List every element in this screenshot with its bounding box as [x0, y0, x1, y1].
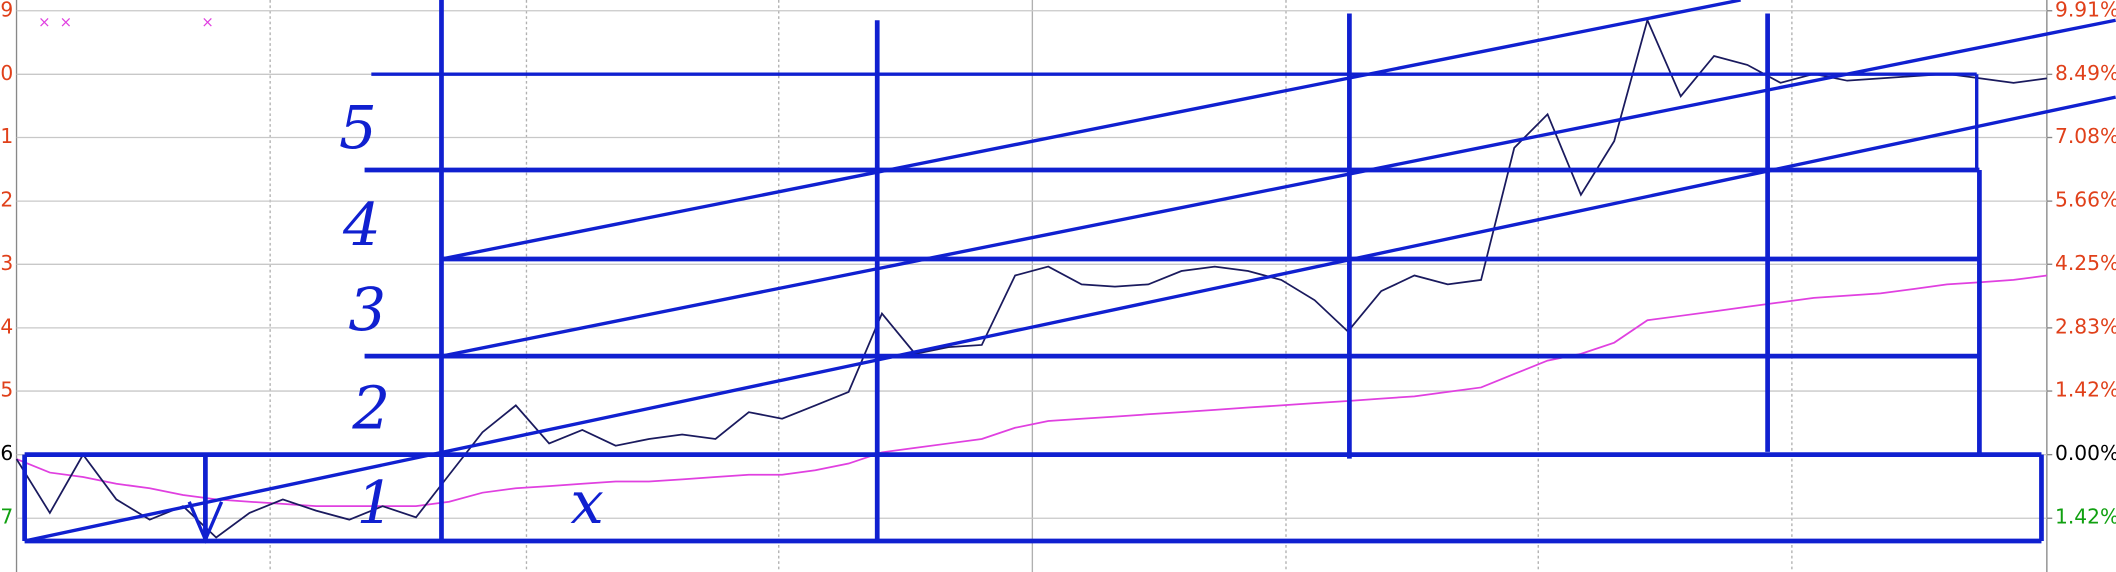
y-tick-label: 8.49% — [2055, 61, 2116, 85]
y-tick-label: 1.42% — [2055, 505, 2116, 529]
trend-line — [441, 0, 1741, 261]
trend-line — [441, 18, 2116, 358]
marker: × — [38, 14, 50, 31]
annotation: 2 — [351, 373, 390, 442]
y-tick-label: 2.83% — [2055, 314, 2116, 338]
arrow — [187, 501, 224, 544]
left-axis-label: 5 — [0, 378, 13, 402]
marker: × — [60, 14, 72, 31]
left-axis-label: 3 — [0, 251, 13, 275]
y-tick-label: 0.00% — [2055, 441, 2116, 465]
left-axis-label: 7 — [0, 505, 13, 529]
y-tick-label: 1.42% — [2055, 378, 2116, 402]
annotation: 1 — [356, 468, 394, 537]
left-axis-label: 6 — [0, 441, 13, 465]
annotation: x — [570, 468, 603, 537]
left-axis-label: 9 — [0, 0, 13, 21]
plot — [15, 17, 2047, 539]
horizontal-grid: 9.91% 9 8.49% 0 7.08% 1 5.66% 2 4.25% 3 2.83% 4 1.42… — [0, 0, 2116, 529]
y-tick-label: 9.91% — [2055, 0, 2116, 21]
left-axis-label: 0 — [0, 61, 13, 85]
y-tick-label: 5.66% — [2055, 188, 2116, 212]
series-line — [16, 274, 2047, 508]
trend-line — [24, 95, 2116, 543]
left-axis-label: 1 — [0, 124, 13, 148]
vertical-grid — [269, 0, 1793, 572]
annotation: 4 — [342, 190, 381, 259]
left-axis-label: 4 — [0, 314, 13, 338]
y-tick-label: 4.25% — [2055, 251, 2116, 275]
series-line — [15, 17, 2047, 539]
hand-labels: 5 4 3 2 1 x — [339, 93, 604, 537]
markers: × × × — [38, 14, 214, 31]
left-axis-label: 2 — [0, 188, 13, 212]
hand-annotations — [22, 0, 2116, 544]
marker: × — [201, 14, 213, 31]
annotation: 3 — [348, 275, 386, 344]
annotation: 5 — [339, 93, 377, 162]
y-tick-label: 7.08% — [2055, 124, 2116, 148]
